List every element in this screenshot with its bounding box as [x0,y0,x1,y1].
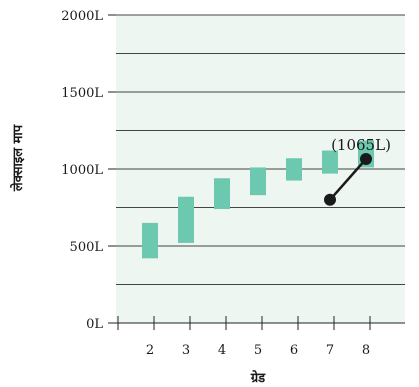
range-bar [178,196,194,243]
x-tick-label: 2 [146,343,154,358]
range-bar [250,167,266,196]
annotation-label: (1065L) [331,136,391,154]
gridlines [116,14,405,285]
highlight-line [324,152,372,206]
x-tick-label: 5 [254,343,262,358]
x-tick-label: 7 [326,343,334,358]
x-tick-label: 6 [290,343,298,358]
data-point [324,193,336,206]
data-point [360,152,372,165]
y-axis-title: लेक्साइल माप [10,124,26,192]
y-tick-label: 0L [86,317,103,332]
x-tick-label: 8 [362,343,370,358]
y-tick-label: 2000L [61,9,103,24]
x-axis-title: ग्रेड [250,370,266,386]
range-bar [322,150,338,174]
range-bar [286,158,302,181]
range-bar [142,222,158,259]
y-tick-label: 500L [70,240,104,255]
trend-line [329,158,367,201]
axes: 2 3 4 5 6 7 8 0L 500L 1000L 1500L 2000L [61,9,405,358]
range-bar [214,178,230,210]
y-tick-label: 1000L [61,163,103,178]
y-tick-label: 1500L [61,86,103,101]
x-tick-label: 3 [182,343,190,358]
x-tick-label: 4 [218,343,226,358]
